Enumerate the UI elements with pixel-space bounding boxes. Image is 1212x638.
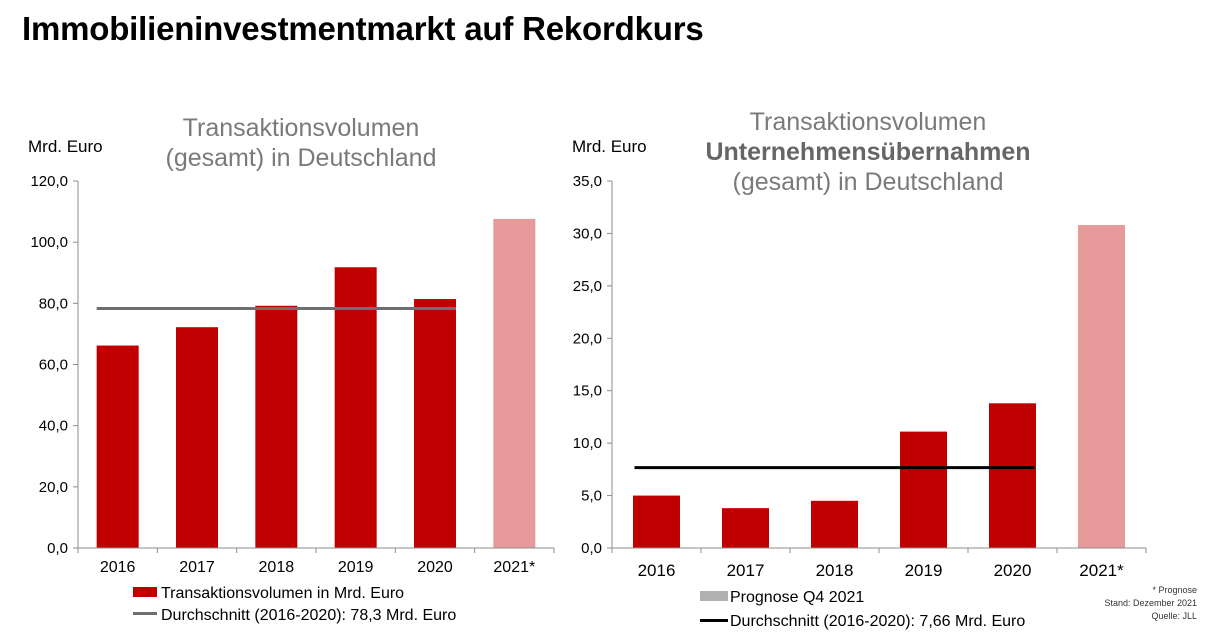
x-tick-label: 2016 <box>638 561 676 580</box>
note-prognose: * Prognose <box>1152 585 1197 595</box>
x-tick-label: 2019 <box>338 559 374 576</box>
bar-2017 <box>722 508 769 548</box>
chart-transaktionsvolumen: Transaktionsvolumen (gesamt) in Deutschl… <box>28 114 555 624</box>
x-tick-label: 2021* <box>493 559 535 576</box>
x-tick-label: 2019 <box>905 561 943 580</box>
chart-title-line-1: Transaktionsvolumen <box>750 108 987 136</box>
legend-swatch-average <box>700 619 728 622</box>
y-tick-label: 60,0 <box>39 357 68 374</box>
chart-title-line-3: (gesamt) in Deutschland <box>733 168 1004 196</box>
bar-2019 <box>900 431 947 548</box>
legend-swatch-volume <box>133 587 157 597</box>
x-tick-label: 2017 <box>727 561 765 580</box>
bar-2018 <box>811 500 858 548</box>
legend-swatch-forecast <box>700 591 728 601</box>
bar-forecast-2021 <box>493 218 536 548</box>
legend-label-average: Durchschnitt (2016-2020): 78,3 Mrd. Euro <box>161 607 456 624</box>
y-tick-label: 80,0 <box>39 295 68 312</box>
bar-2018 <box>255 305 298 548</box>
x-tick-label: 2016 <box>100 559 136 576</box>
bar-2020 <box>414 299 456 548</box>
y-tick-label: 120,0 <box>30 173 68 190</box>
x-tick-label: 2017 <box>179 559 215 576</box>
x-tick-label: 2020 <box>417 559 453 576</box>
legend-label-volume: Transaktionsvolumen in Mrd. Euro <box>161 585 404 602</box>
bar-2016 <box>633 495 680 548</box>
bar-2020 <box>989 403 1036 548</box>
legend-label-forecast: Prognose Q4 2021 <box>730 589 864 606</box>
bar-2019 <box>334 267 377 548</box>
x-tick-label: 2018 <box>259 559 295 576</box>
chart-title-line-2: (gesamt) in Deutschland <box>166 144 437 172</box>
y-tick-label: 20,0 <box>39 479 68 496</box>
bar-forecast-2021 <box>1078 225 1125 549</box>
y-axis-label: Mrd. Euro <box>28 137 103 156</box>
note-stand: Stand: Dezember 2021 <box>1104 598 1197 608</box>
x-tick-label: 2020 <box>994 561 1032 580</box>
y-tick-label: 0,0 <box>47 540 68 557</box>
legend-swatch-average <box>133 612 157 615</box>
legend-label-average: Durchschnitt (2016-2020): 7,66 Mrd. Euro <box>730 613 1025 630</box>
bar-2016 <box>96 345 139 548</box>
page-title: Immobilieninvestmentmarkt auf Rekordkurs <box>22 10 704 47</box>
note-quelle: Quelle: JLL <box>1151 611 1197 621</box>
x-tick-label: 2018 <box>816 561 854 580</box>
y-tick-label: 100,0 <box>30 234 68 251</box>
chart-title-line-1: Transaktionsvolumen <box>183 114 420 142</box>
y-tick-label: 40,0 <box>39 418 68 435</box>
chart-title-line-2: Unternehmensübernahmen <box>705 138 1030 166</box>
x-tick-label: 2021* <box>1079 561 1124 580</box>
bar-2017 <box>176 327 218 548</box>
